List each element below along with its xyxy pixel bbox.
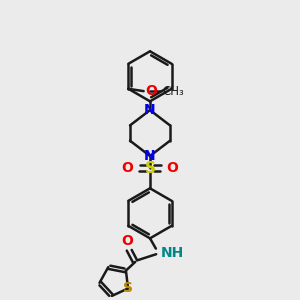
Text: O: O (122, 161, 134, 175)
Text: CH₃: CH₃ (162, 85, 184, 98)
Text: NH: NH (160, 246, 184, 260)
Text: N: N (144, 149, 156, 163)
Text: S: S (145, 161, 155, 176)
Text: O: O (167, 161, 178, 175)
Text: N: N (144, 103, 156, 117)
Text: S: S (123, 281, 133, 296)
Text: O: O (145, 84, 157, 98)
Text: O: O (121, 234, 133, 248)
